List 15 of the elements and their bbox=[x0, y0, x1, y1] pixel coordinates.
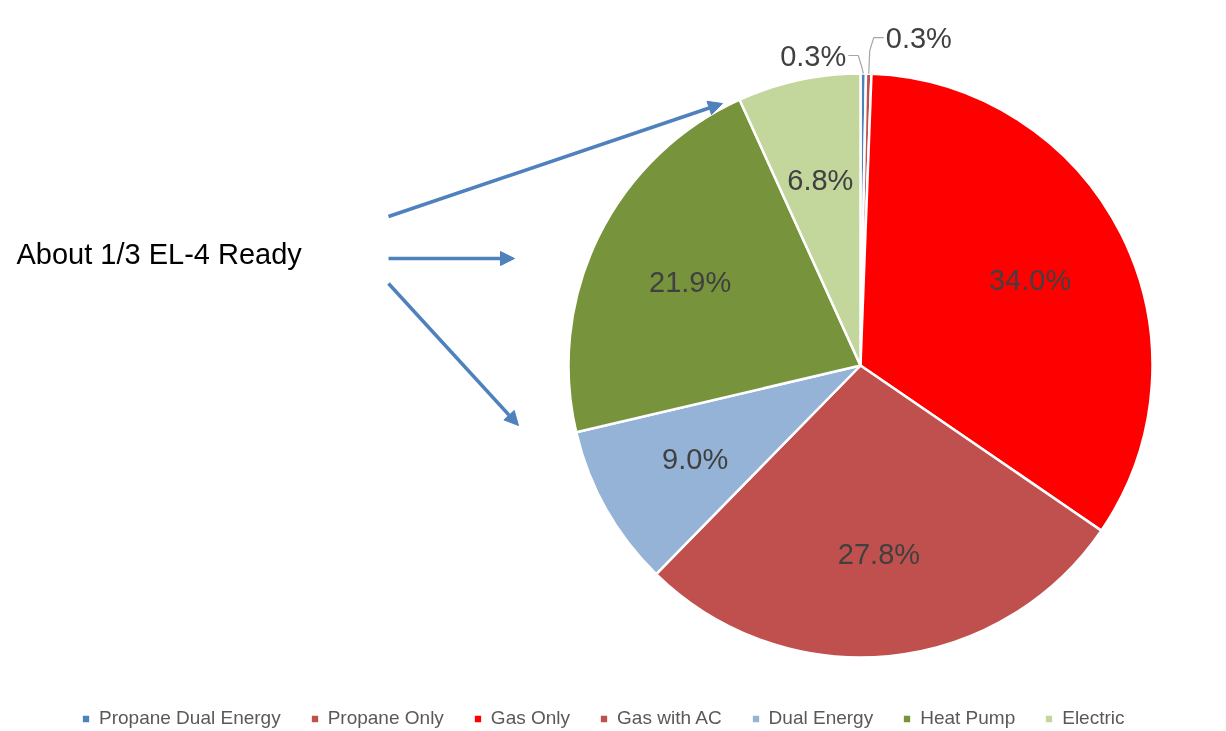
data-label: 27.8% bbox=[837, 538, 921, 571]
legend-label: Electric bbox=[1062, 707, 1125, 729]
legend-label: Propane Dual Energy bbox=[99, 707, 281, 729]
data-label: 34.0% bbox=[988, 264, 1072, 297]
data-label: 0.3% bbox=[780, 39, 847, 72]
legend-label: Gas Only bbox=[490, 707, 571, 729]
text: About 1/3 EL-4 Ready bbox=[16, 237, 303, 270]
legend-label: Heat Pump bbox=[920, 707, 1016, 729]
data-label: 9.0% bbox=[662, 442, 729, 475]
data-label: 6.8% bbox=[787, 164, 854, 197]
data-label: 21.9% bbox=[649, 265, 732, 298]
legend-label: Propane Only bbox=[327, 707, 444, 729]
legend-label: Dual Energy bbox=[768, 707, 874, 729]
legend-label: Gas with AC bbox=[617, 707, 722, 729]
data-label: 0.3% bbox=[885, 21, 952, 54]
